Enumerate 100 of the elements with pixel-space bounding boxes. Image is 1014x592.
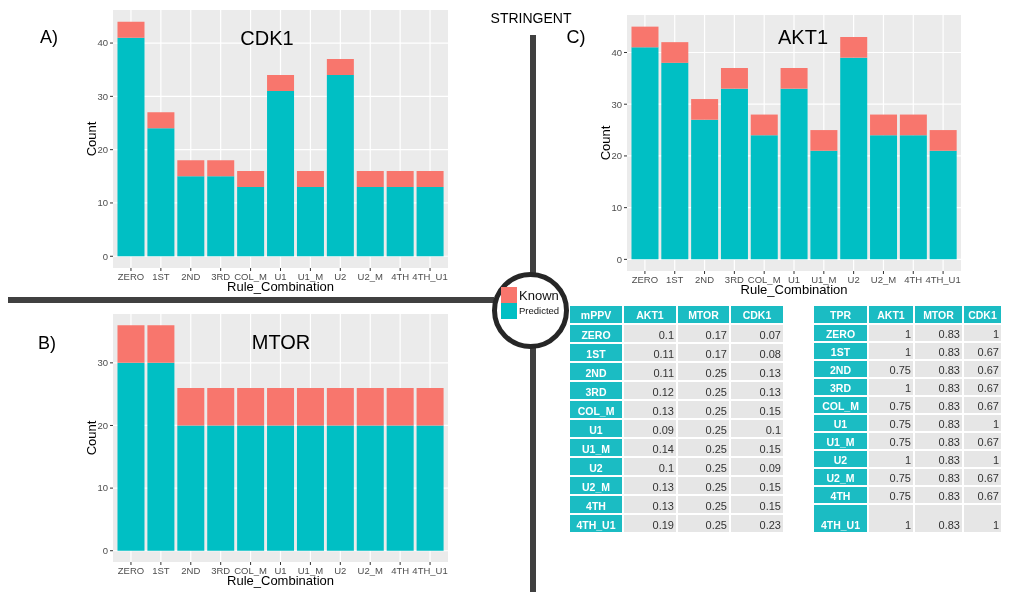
bar: [356, 170, 384, 187]
y-axis-title: Count: [597, 125, 613, 161]
data-label: 0.07: [731, 325, 783, 342]
x-tick-label: MTOR: [678, 306, 729, 323]
x-tick-label: 4TH_U1: [412, 270, 448, 282]
y-tick-label: 30: [97, 357, 108, 369]
text: C): [566, 27, 586, 47]
data-label: 0.83: [915, 469, 962, 485]
y-axis-title: Count: [83, 121, 99, 157]
bar: [296, 186, 324, 257]
bar: [899, 135, 927, 260]
data-label: 0.67: [964, 433, 1001, 449]
y-tick-label: COL_M: [814, 397, 867, 413]
bar: [207, 176, 235, 257]
bar: [929, 130, 957, 151]
y-tick-label: 0: [616, 253, 622, 265]
bar: [780, 68, 808, 89]
data-label: 0.83: [915, 433, 962, 449]
bar: [661, 62, 689, 260]
y-axis-title: Count: [83, 420, 99, 456]
data-label: 0.08: [731, 344, 783, 361]
y-tick-label: COL_M: [570, 401, 622, 418]
data-label: 0.15: [731, 496, 783, 513]
bar: [780, 88, 808, 260]
data-label: 0.83: [915, 505, 962, 532]
x-tick-label: 3RD: [211, 564, 231, 576]
y-tick-label: 1ST: [570, 344, 622, 361]
bar: [386, 170, 414, 187]
data-label: 0.15: [731, 439, 783, 456]
x-tick-label: U1: [274, 564, 287, 576]
y-tick-label: U2: [570, 458, 622, 475]
bar: [177, 160, 205, 177]
data-label: 0.12: [624, 382, 676, 399]
bar: [147, 128, 175, 257]
y-tick-label: U1_M: [570, 439, 622, 456]
bar: [631, 26, 659, 48]
bar: [356, 425, 384, 551]
text: CDK1: [240, 27, 294, 49]
bar: [326, 75, 354, 257]
x-tick-label: CDK1: [964, 306, 1001, 323]
data-label: 0.75: [869, 433, 913, 449]
bar: [870, 135, 898, 260]
bar: [326, 425, 354, 551]
text: AKT1: [777, 26, 829, 48]
bar: [207, 387, 235, 426]
chart-title: TPR: [814, 306, 867, 323]
y-tick-label: 4TH_U1: [814, 505, 867, 532]
text: MTOR: [251, 331, 311, 353]
data-label: 0.13: [624, 496, 676, 513]
y-tick-label: 20: [97, 419, 108, 431]
data-label: 0.25: [678, 401, 729, 418]
bar: [237, 186, 265, 257]
x-tick-label: U2_M: [357, 564, 383, 576]
data-label: 0.17: [678, 344, 729, 361]
bar: [416, 387, 444, 426]
bar: [631, 47, 659, 260]
legend-label: Known: [519, 287, 559, 303]
x-tick-label: CDK1: [731, 306, 783, 323]
bar: [296, 387, 324, 426]
data-label: 0.25: [678, 420, 729, 437]
data-label: 0.75: [869, 361, 913, 377]
x-tick-label: 3RD: [724, 273, 744, 285]
bar: [117, 21, 145, 38]
data-label: 1: [964, 415, 1001, 431]
x-tick-label: U2_M: [870, 273, 897, 285]
bar: [356, 186, 384, 257]
data-label: 0.83: [915, 379, 962, 395]
x-tick-label: AKT1: [624, 306, 676, 323]
bar: [840, 57, 868, 260]
x-tick-label: ZERO: [631, 273, 659, 285]
y-tick-label: 4TH_U1: [570, 515, 622, 532]
x-tick-label: COL_M: [747, 273, 781, 285]
x-tick-label: 4TH: [391, 270, 410, 282]
y-tick-label: 10: [611, 202, 622, 214]
x-tick-label: U2: [334, 270, 347, 282]
data-label: 0.75: [869, 469, 913, 485]
bar: [207, 160, 235, 177]
legend-label: Predicted: [519, 305, 560, 317]
y-tick-label: 4TH: [570, 496, 622, 513]
data-label: 0.09: [624, 420, 676, 437]
bar: [267, 387, 295, 426]
y-tick-label: 40: [97, 37, 108, 49]
data-label: 0.11: [624, 363, 676, 380]
bar: [177, 387, 205, 426]
x-tick-label: 2ND: [695, 273, 715, 285]
data-label: 0.13: [731, 363, 783, 380]
x-tick-label: 2ND: [181, 270, 201, 282]
x-tick-label: 1ST: [152, 564, 170, 576]
data-label: 1: [869, 505, 913, 532]
data-label: 0.1: [624, 458, 676, 475]
bar: [810, 130, 838, 151]
data-label: 0.25: [678, 515, 729, 532]
bar: [691, 99, 719, 120]
data-label: 0.13: [624, 477, 676, 494]
x-tick-label: COL_M: [234, 564, 268, 576]
x-tick-label: 3RD: [211, 270, 231, 282]
data-label: 0.25: [678, 458, 729, 475]
bar: [750, 114, 778, 136]
data-label: 0.25: [678, 439, 729, 456]
data-label: 0.1: [624, 325, 676, 342]
